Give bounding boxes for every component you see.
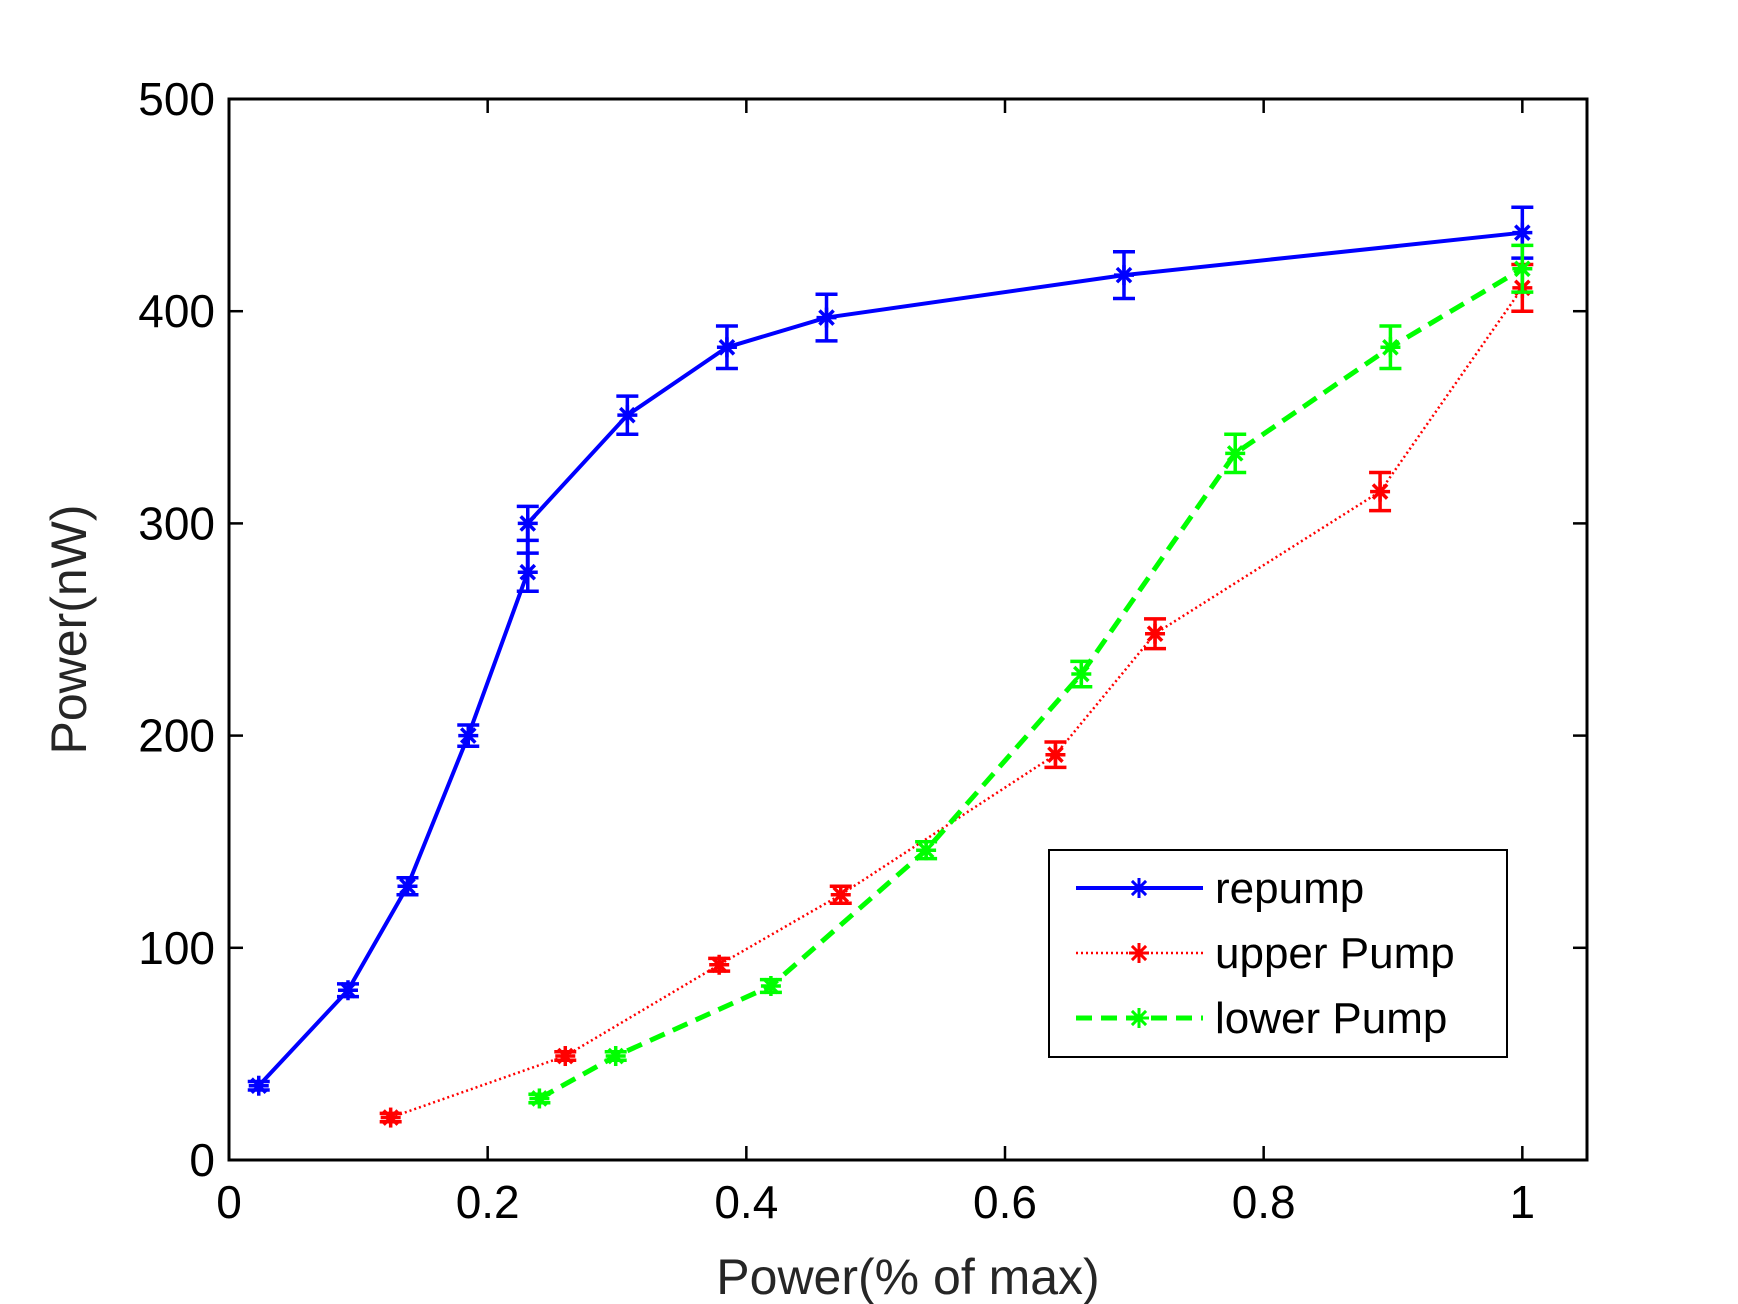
x-tick-label: 0.8: [1232, 1176, 1296, 1228]
data-point: [1380, 337, 1401, 358]
data-point: [1113, 265, 1134, 286]
data-point: [380, 1107, 401, 1128]
y-tick-label: 200: [138, 710, 215, 762]
x-tick-label: 0: [216, 1176, 242, 1228]
plot-frame: [227, 97, 1589, 1162]
data-point: [916, 840, 937, 861]
y-axis-label: Power(nW): [41, 504, 97, 754]
legend-marker: [1129, 878, 1149, 898]
legend-box: [1048, 849, 1508, 1058]
data-point: [1370, 481, 1391, 502]
data-point: [1225, 443, 1246, 464]
legend-marker: [1129, 943, 1149, 963]
data-point: [1145, 623, 1166, 644]
data-point: [709, 954, 730, 975]
data-point: [458, 725, 479, 746]
legend-item-lower-pump: lower Pump: [1076, 994, 1447, 1043]
data-point: [617, 405, 638, 426]
legend-item-repump: repump: [1076, 864, 1364, 913]
x-tick-label: 0.6: [973, 1176, 1037, 1228]
legend-label: repump: [1215, 864, 1364, 913]
legend: repump upper Pump lower Pump: [1048, 849, 1508, 1058]
series-layer: [247, 205, 1534, 1128]
ticks-layer: 0 0.2 0.4 0.6 0.8 1 0 100 200 300 400 500: [138, 73, 1587, 1228]
data-point: [1512, 222, 1533, 243]
data-point: [1512, 258, 1533, 279]
data-point: [248, 1075, 269, 1096]
series-line: [538, 266, 1524, 1101]
data-point: [605, 1046, 626, 1067]
legend-item-upper-pump: upper Pump: [1076, 929, 1455, 978]
y-tick-label: 300: [138, 497, 215, 549]
data-point: [517, 562, 538, 583]
y-tick-label: 100: [138, 922, 215, 974]
data-point: [716, 337, 737, 358]
legend-label: lower Pump: [1215, 994, 1447, 1043]
y-tick-label: 0: [189, 1134, 215, 1186]
data-point: [816, 307, 837, 328]
y-tick-label: 400: [138, 285, 215, 337]
data-point: [337, 980, 358, 1001]
data-point: [760, 975, 781, 996]
data-point: [397, 876, 418, 897]
data-point: [1071, 664, 1092, 685]
legend-label: upper Pump: [1215, 929, 1455, 978]
x-axis-label: Power(% of max): [716, 1249, 1099, 1304]
data-point: [830, 884, 851, 905]
y-tick-label: 500: [138, 73, 215, 125]
x-tick-label: 0.2: [456, 1176, 520, 1228]
legend-marker: [1129, 1008, 1149, 1028]
series-lower-pump: [528, 243, 1534, 1109]
data-point: [555, 1046, 576, 1067]
data-point: [517, 513, 538, 534]
data-point: [529, 1088, 550, 1109]
x-tick-label: 1: [1510, 1176, 1536, 1228]
x-tick-label: 0.4: [714, 1176, 778, 1228]
data-point: [1045, 744, 1066, 765]
series-repump: [247, 205, 1534, 1096]
